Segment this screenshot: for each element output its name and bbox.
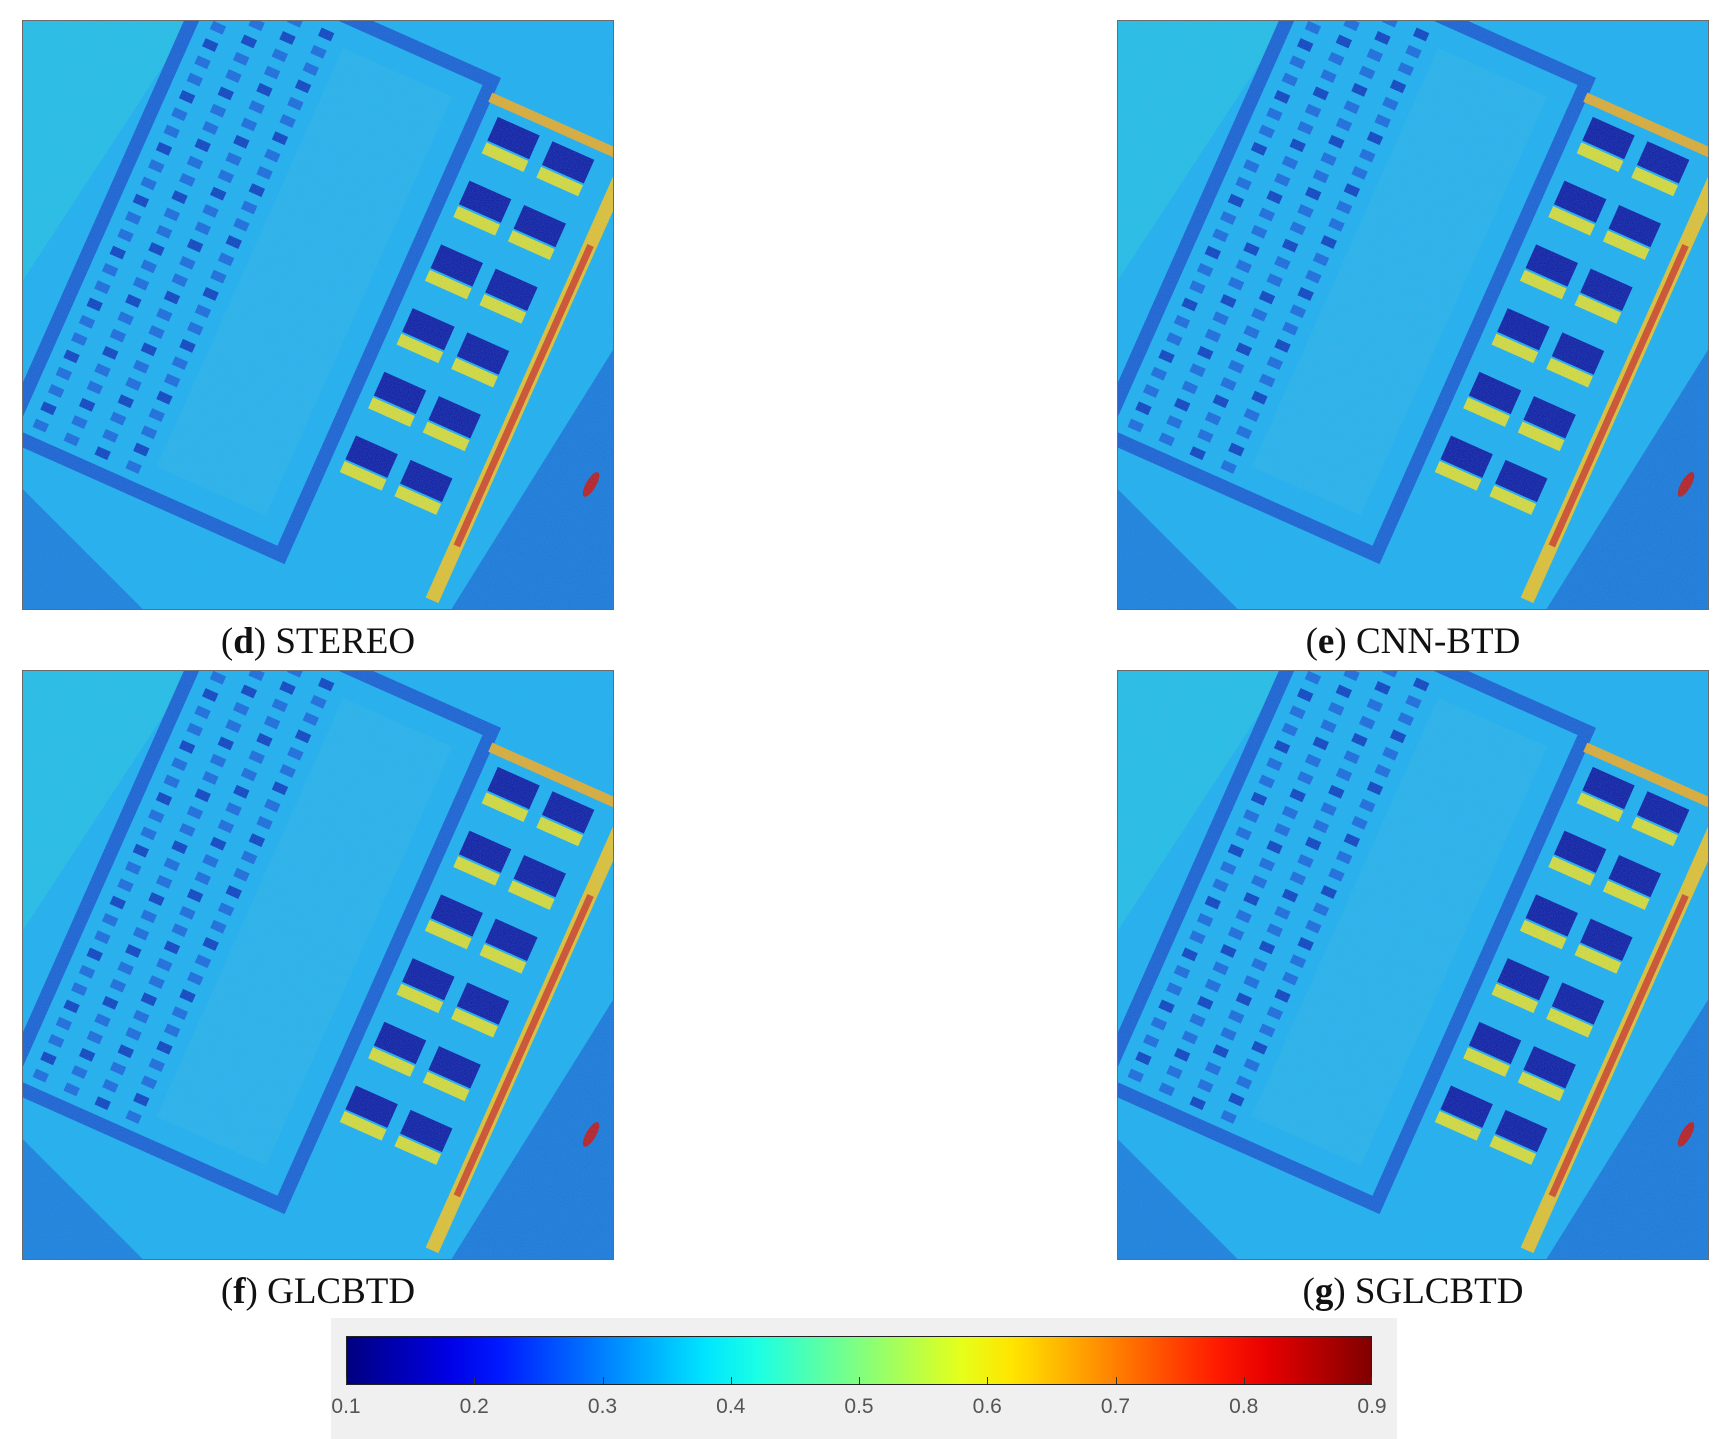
colorbar-tick-label: 0.1 (331, 1395, 361, 1418)
colorbar-tick-mark (730, 1377, 732, 1384)
caption-e: (e) CNN-BTD (1305, 621, 1521, 662)
colorbar-tick-label: 0.7 (1100, 1395, 1131, 1418)
colorbar-tick-label: 0.4 (716, 1395, 746, 1418)
colorbar-gradient (346, 1336, 1372, 1385)
heatmap-panel-f (22, 670, 614, 1260)
heatmap-panel-e (1117, 20, 1709, 610)
heatmap-panel-d (22, 20, 614, 610)
colorbar-tick-label: 0.5 (844, 1395, 874, 1418)
colorbar-tick-label: 0.3 (587, 1395, 618, 1418)
colorbar-tick-mark (1243, 1377, 1245, 1384)
heatmap-panel-g (1117, 670, 1709, 1260)
colorbar-tick-mark (602, 1377, 604, 1384)
caption-d: (d) STEREO (220, 621, 416, 662)
caption-g: (g) SGLCBTD (1302, 1271, 1524, 1312)
colorbar-tick-label: 0.9 (1357, 1395, 1387, 1418)
colorbar-ticks: 0.1 0.2 0.3 0.4 0.5 0.6 0.7 0.8 0.9 (331, 1377, 1387, 1435)
colorbar-tick-mark (346, 1377, 347, 1384)
colorbar-tick-label: 0.8 (1229, 1395, 1259, 1418)
colorbar-tick-mark (1371, 1377, 1372, 1384)
colorbar-tick-mark (987, 1377, 989, 1384)
colorbar-tick-mark (474, 1377, 476, 1384)
colorbar-frame: 0.1 0.2 0.3 0.4 0.5 0.6 0.7 0.8 0.9 (331, 1318, 1397, 1439)
caption-f: (f) GLCBTD (220, 1271, 416, 1312)
colorbar-tick-label: 0.2 (459, 1395, 489, 1418)
colorbar-tick-label: 0.6 (972, 1395, 1002, 1418)
colorbar-tick-mark (859, 1377, 860, 1384)
colorbar-tick-mark (1115, 1377, 1117, 1384)
